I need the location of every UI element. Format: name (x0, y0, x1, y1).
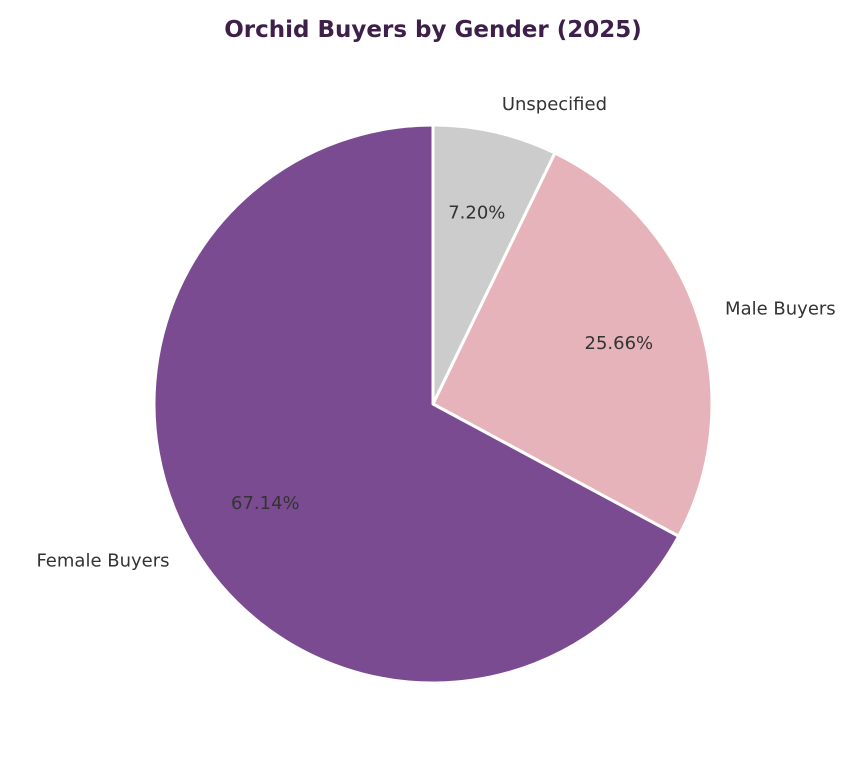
slice-percentage: 7.20% (448, 203, 505, 224)
slice-percentage: 25.66% (585, 333, 654, 354)
pie-slices (152, 123, 714, 685)
chart-title: Orchid Buyers by Gender (2025) (224, 17, 642, 43)
slice-percentage: 67.14% (231, 493, 300, 514)
pie-labels: Unspecified 7.20% Male Buyers 25.66% Female … (36, 94, 835, 571)
pie-slice-unspecified (431, 123, 557, 406)
pie-slice-female-buyers (152, 123, 681, 685)
slice-label: Unspecified (502, 94, 607, 115)
slice-label: Female Buyers (36, 550, 169, 571)
slice-label: Male Buyers (725, 299, 836, 320)
